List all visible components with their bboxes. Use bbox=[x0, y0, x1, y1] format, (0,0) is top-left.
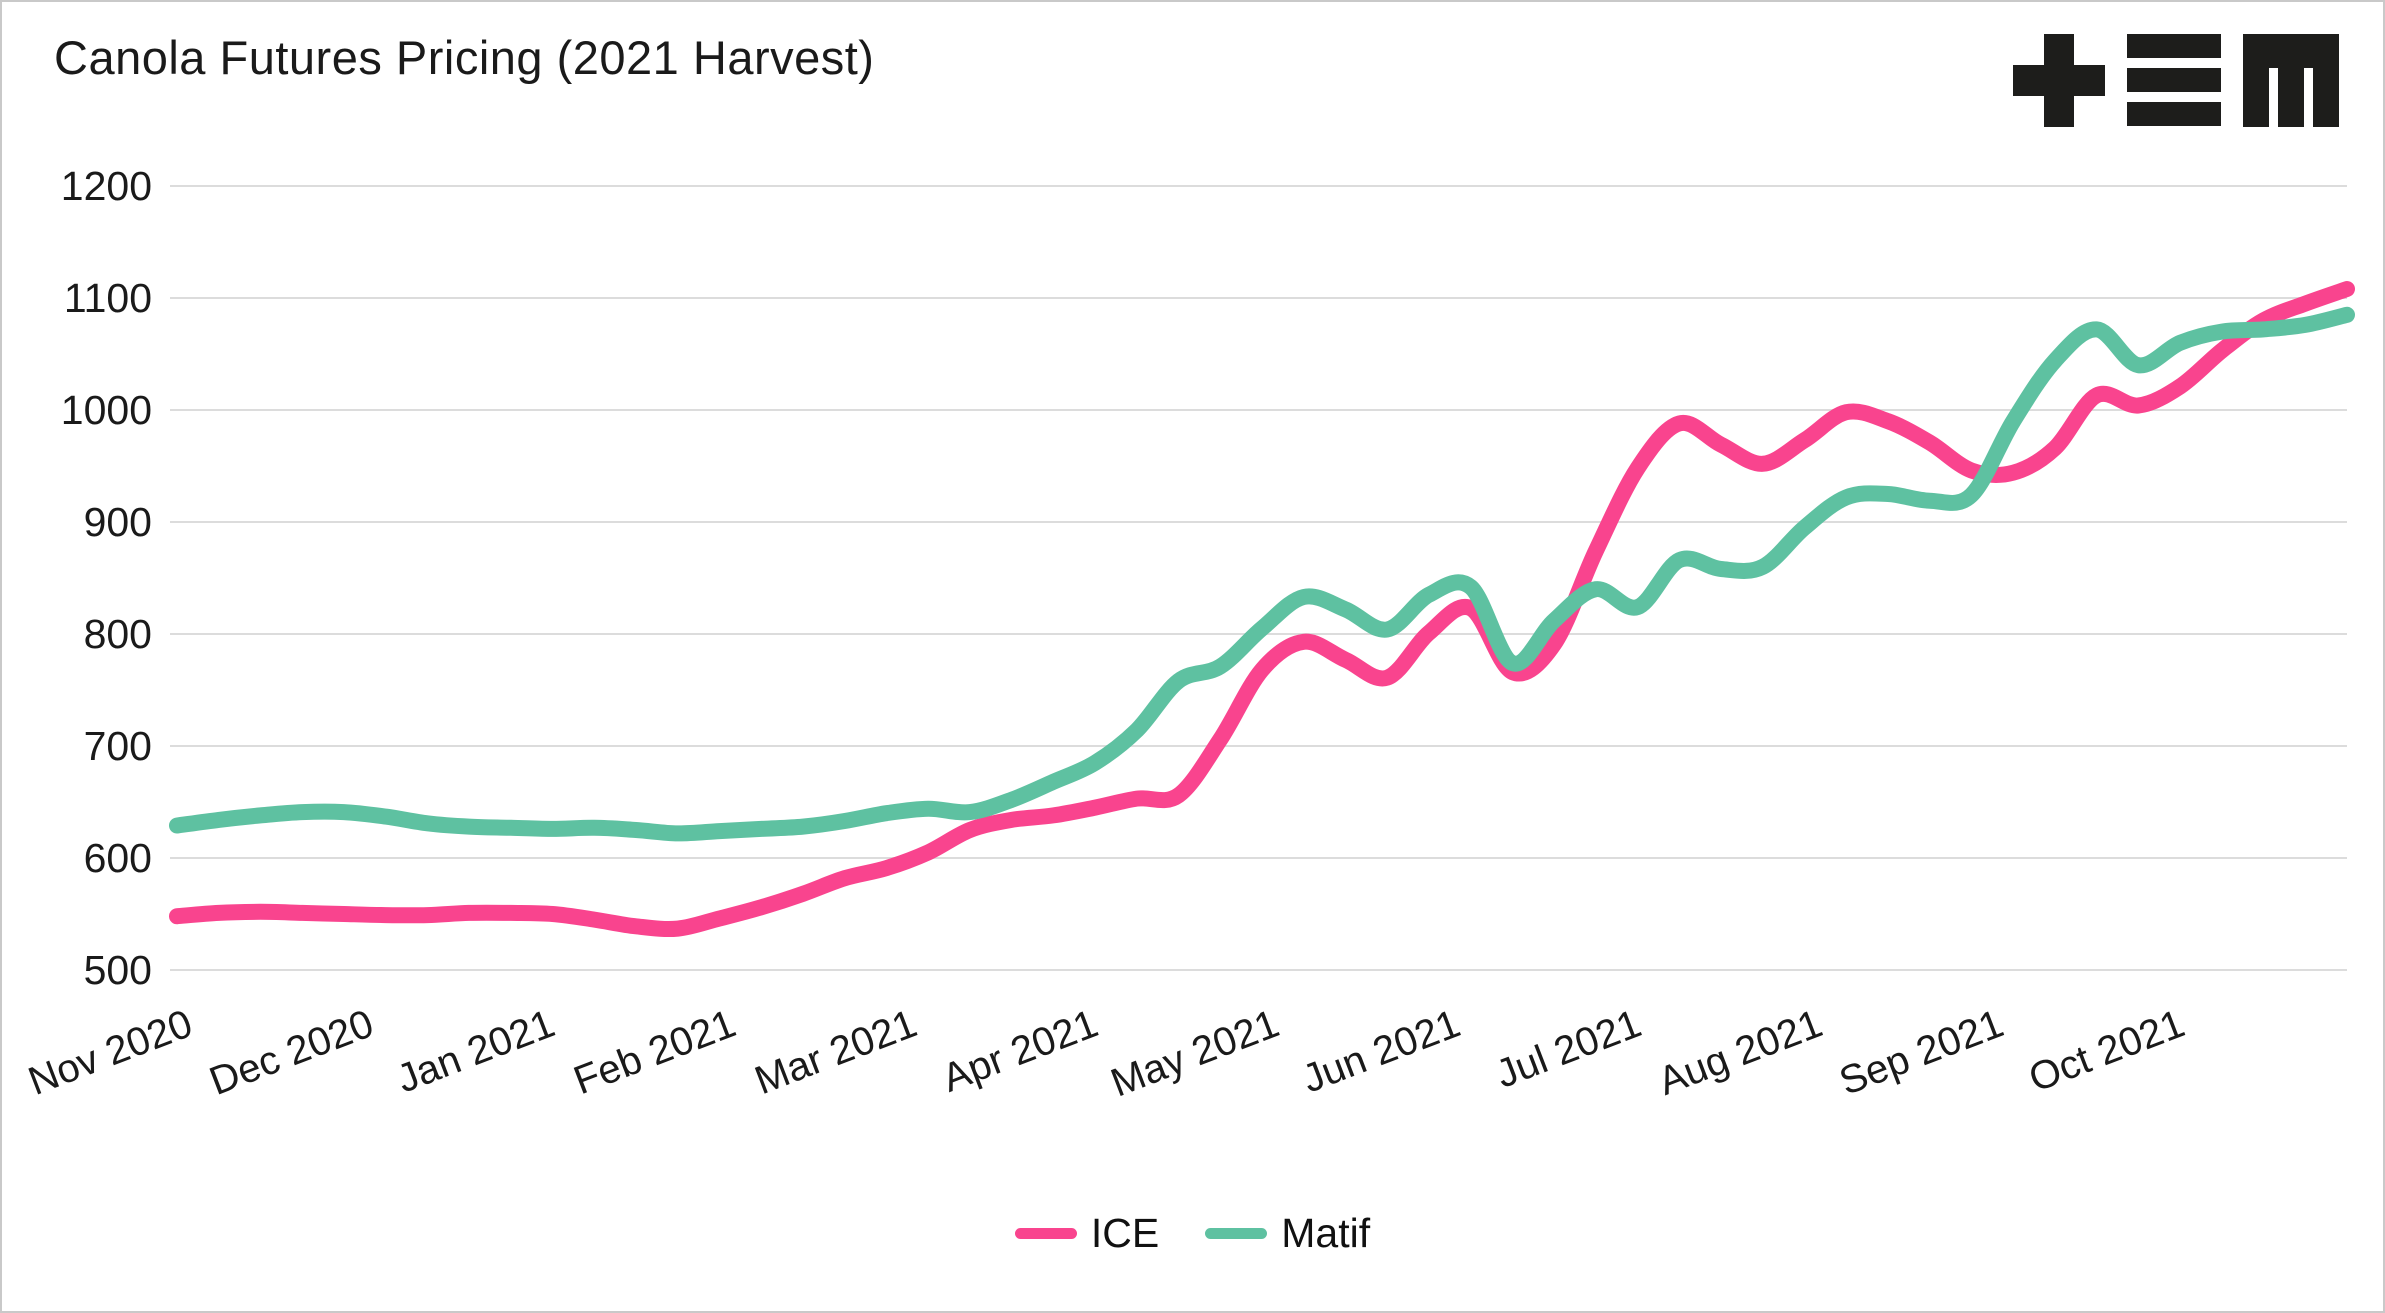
x-tick-label: Dec 2020 bbox=[204, 1001, 380, 1103]
legend-item-ice[interactable]: ICE bbox=[1014, 1210, 1160, 1257]
x-tick-label: Apr 2021 bbox=[936, 1001, 1103, 1100]
data-series bbox=[169, 281, 2355, 937]
legend-label-matif: Matif bbox=[1281, 1210, 1371, 1256]
x-tick-label: Jun 2021 bbox=[1297, 1001, 1466, 1101]
plus-triple-bar-m-logo bbox=[2013, 34, 2343, 127]
y-tick-label: 500 bbox=[84, 947, 152, 993]
matif-line bbox=[169, 306, 2355, 842]
plus-icon bbox=[2013, 34, 2105, 127]
triple-bar-icon bbox=[2127, 34, 2221, 126]
x-tick-label: Aug 2021 bbox=[1652, 1001, 1828, 1103]
x-tick-label: May 2021 bbox=[1105, 1001, 1285, 1105]
x-tick-label: Jul 2021 bbox=[1490, 1001, 1647, 1096]
x-tick-label: Feb 2021 bbox=[568, 1001, 742, 1103]
y-tick-label: 600 bbox=[84, 835, 152, 881]
x-tick-label: Nov 2020 bbox=[23, 1001, 199, 1103]
x-tick-label: Jan 2021 bbox=[391, 1001, 560, 1101]
y-axis-labels: 1200 1100 1000 900 800 700 600 500 bbox=[61, 163, 152, 993]
y-tick-label: 900 bbox=[84, 499, 152, 545]
ice-line-swatch bbox=[1014, 1228, 1077, 1239]
gridlines bbox=[170, 185, 2347, 971]
y-tick-label: 1100 bbox=[64, 275, 152, 321]
legend-label-ice: ICE bbox=[1090, 1210, 1160, 1256]
legend: ICE Matif bbox=[2, 1210, 2383, 1257]
chart-title: Canola Futures Pricing (2021 Harvest) bbox=[54, 31, 875, 84]
x-axis-labels: Nov 2020 Dec 2020 Jan 2021 Feb 2021 Mar 2021… bbox=[23, 1001, 2191, 1105]
x-tick-label: Sep 2021 bbox=[1834, 1001, 2010, 1103]
y-tick-label: 700 bbox=[84, 723, 152, 769]
matif-line-swatch bbox=[1205, 1228, 1268, 1239]
x-tick-label: Mar 2021 bbox=[749, 1001, 923, 1103]
x-tick-label: Oct 2021 bbox=[2023, 1001, 2190, 1100]
m-icon bbox=[2243, 34, 2339, 127]
y-tick-label: 1200 bbox=[61, 163, 152, 209]
y-tick-label: 1000 bbox=[61, 387, 152, 433]
legend-item-matif[interactable]: Matif bbox=[1205, 1210, 1370, 1257]
y-tick-label: 800 bbox=[84, 611, 152, 657]
